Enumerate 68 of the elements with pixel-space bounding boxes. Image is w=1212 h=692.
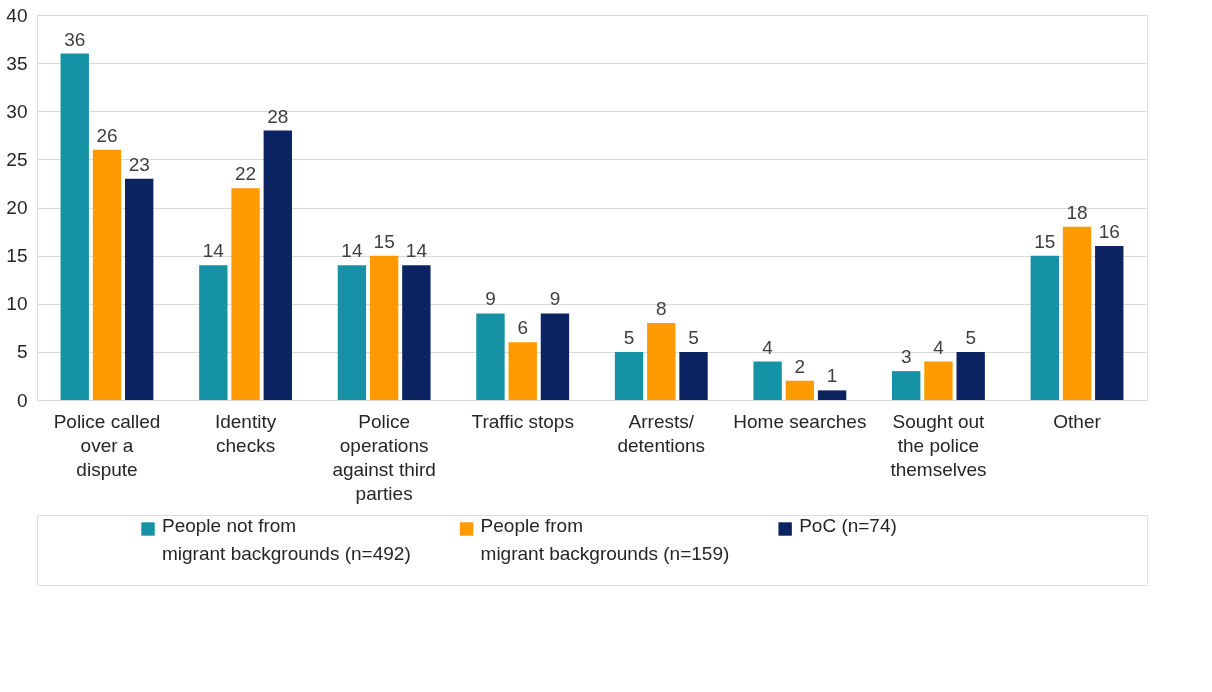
x-tick-label: Home searches (733, 410, 867, 432)
bar (924, 361, 953, 400)
bar (1062, 226, 1092, 400)
data-label: 28 (267, 105, 289, 127)
x-tick-label: Traffic stops (471, 410, 574, 432)
y-tick-label: 30 (6, 100, 28, 122)
bar (263, 130, 292, 400)
data-label: 23 (128, 153, 150, 175)
y-tick-label: 40 (6, 4, 28, 26)
bar (679, 351, 708, 400)
legend-label: PoC (n=74) (799, 515, 897, 536)
bar (1095, 246, 1124, 400)
data-label: 16 (1098, 221, 1120, 242)
bar (785, 380, 815, 400)
y-tick-label: 25 (6, 148, 28, 170)
data-label: 2 (794, 355, 806, 377)
x-tick-label: Identity checks (214, 410, 277, 456)
y-tick-label: 20 (6, 197, 28, 218)
bar (369, 255, 399, 400)
data-label: 1 (826, 365, 838, 387)
x-tick-label: Arrests/ detentions (617, 410, 706, 456)
data-label: 5 (688, 326, 699, 348)
bar (753, 361, 782, 400)
x-tick-label: Sought out the police themselves (890, 410, 987, 480)
bar (647, 323, 676, 400)
bar (402, 265, 431, 400)
bar (92, 149, 122, 400)
data-label: 15 (373, 230, 395, 252)
data-label: 26 (96, 124, 118, 146)
y-tick-label: 35 (6, 52, 28, 74)
y-tick-label: 15 (6, 245, 28, 267)
bar (508, 342, 537, 400)
bar (476, 313, 505, 400)
data-label: 4 (933, 336, 945, 358)
data-label: 3 (900, 346, 912, 368)
legend-label: People from migrant backgrounds (n=159) (480, 515, 730, 564)
x-tick-label: Police operations against third parties (332, 410, 436, 504)
data-label: 18 (1066, 201, 1088, 223)
y-tick-label: 5 (16, 341, 28, 363)
data-label: 36 (64, 28, 86, 50)
bar (892, 371, 921, 400)
bar (337, 265, 367, 400)
bar (125, 178, 154, 400)
bar (231, 188, 260, 400)
data-label: 15 (1034, 230, 1056, 252)
data-label: 14 (341, 240, 363, 262)
x-tick-label: Other (1053, 410, 1102, 432)
y-tick-label: 0 (16, 389, 28, 411)
data-label: 14 (202, 240, 225, 262)
bar (60, 53, 89, 400)
data-label: 9 (485, 288, 496, 310)
bar (540, 313, 570, 400)
data-label: 4 (762, 336, 774, 358)
data-label: 5 (965, 326, 976, 348)
bar (199, 265, 228, 400)
data-label: 6 (517, 317, 528, 339)
y-tick-label: 10 (6, 293, 28, 315)
data-label: 22 (234, 163, 257, 185)
x-tick-label: Police called over a dispute (53, 410, 161, 480)
bar (1030, 255, 1059, 400)
legend-label: People not from migrant backgrounds (n=492) (162, 515, 411, 564)
bar (614, 351, 644, 400)
bar (956, 351, 985, 400)
data-label: 9 (549, 288, 561, 310)
data-label: 5 (623, 326, 635, 348)
bar (817, 390, 847, 400)
data-label: 14 (405, 240, 428, 262)
data-label: 8 (656, 298, 667, 319)
